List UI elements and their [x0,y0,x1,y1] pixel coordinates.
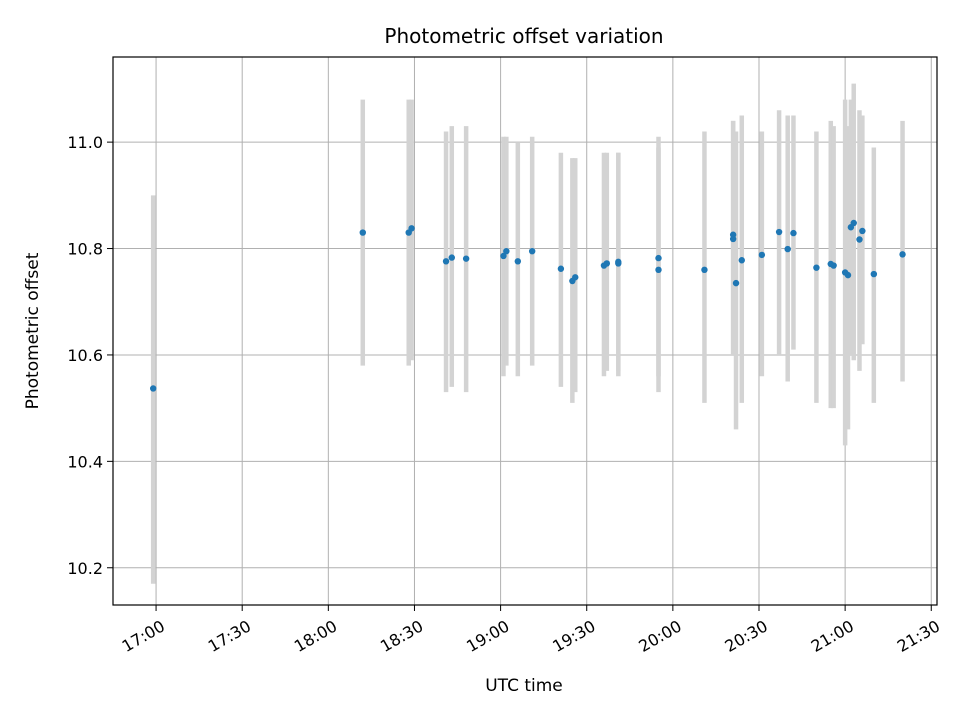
data-point [830,262,837,269]
data-point [738,257,745,264]
data-point [462,255,470,262]
data-point [701,266,708,274]
y-tick-label: 10.2 [67,559,103,578]
chart-title: Photometric offset variation [384,24,663,48]
data-points [149,219,906,392]
data-point [850,219,857,227]
data-point [784,245,791,253]
y-tick-label: 10.6 [67,346,103,365]
x-axis-label: UTC time [485,676,563,696]
data-point [813,264,820,271]
data-point [500,252,507,260]
data-point [359,229,366,236]
y-tick-label: 11.0 [67,133,103,152]
data-point [572,274,579,281]
data-point [408,225,415,232]
y-axis-label: Photometric offset [23,252,43,409]
data-point [149,385,157,392]
data-point [514,258,522,265]
data-point [899,251,906,258]
data-point [870,270,878,278]
data-point [528,247,536,255]
data-point [655,266,662,274]
y-tick-label: 10.8 [67,240,103,259]
data-point [758,251,766,259]
data-point [557,265,565,272]
data-point [859,227,866,235]
data-point [615,260,622,267]
plot-frame [112,56,938,606]
data-point [655,254,662,262]
data-point [503,247,510,255]
y-axis-ticks: 10.2 10.4 10.6 10.8 11.0 [67,133,113,578]
data-point [442,258,450,265]
y-tick-label: 10.4 [67,452,103,471]
data-point [790,229,797,237]
data-point [729,235,737,243]
data-point [603,260,611,267]
data-point [775,228,783,236]
data-point [844,271,852,279]
data-point [448,254,455,261]
data-point [732,279,740,287]
data-point [856,236,863,243]
